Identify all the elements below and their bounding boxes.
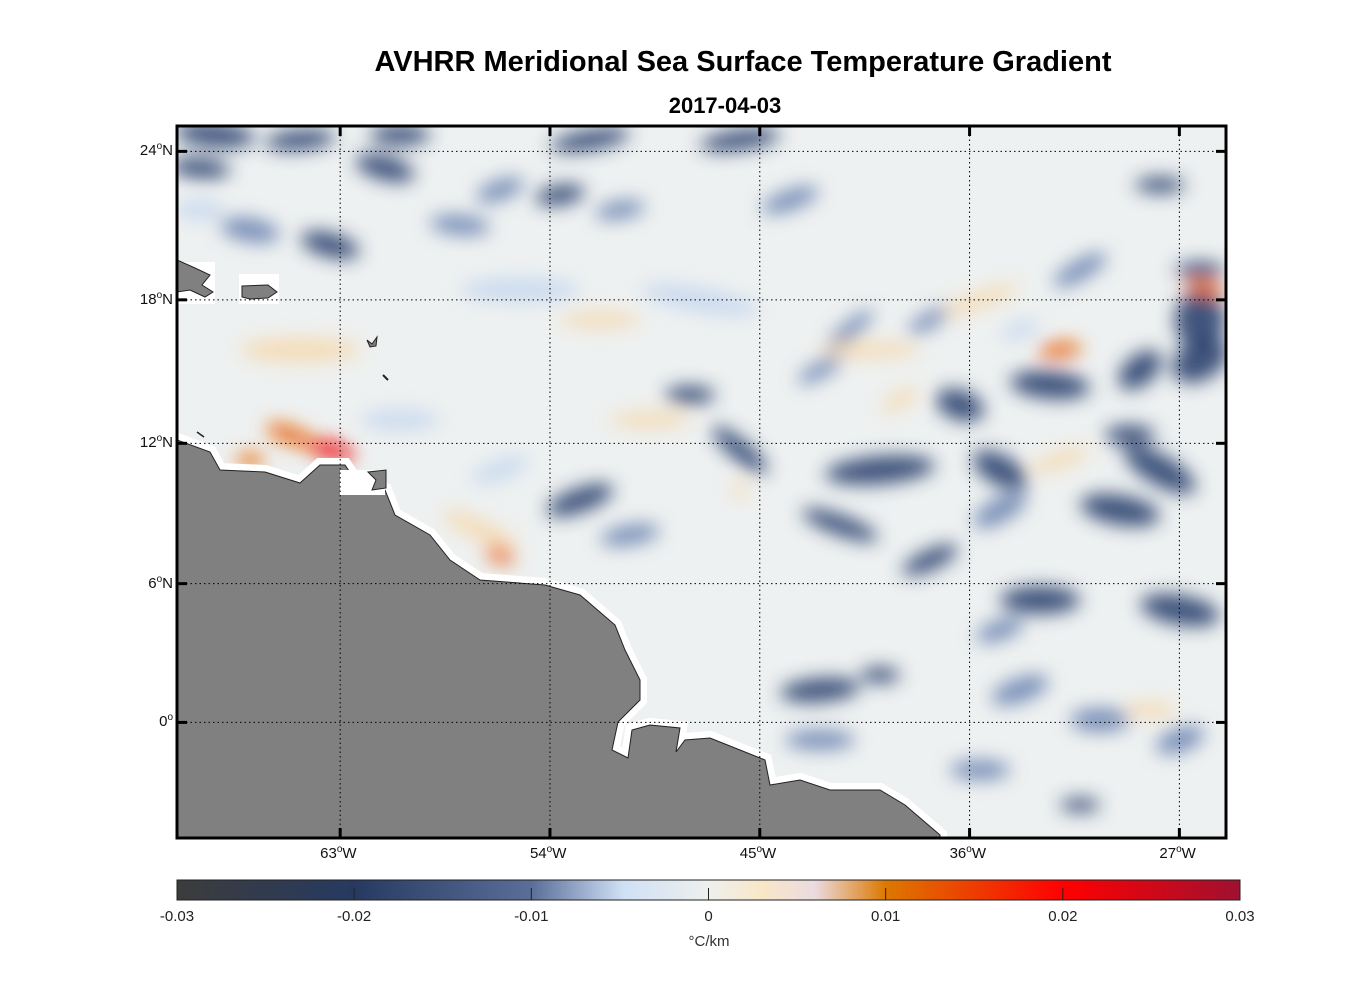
gradient-feature [1070,708,1130,732]
gradient-feature [265,129,335,151]
land-barbados [382,374,389,381]
gradient-feature [1105,425,1155,445]
gradient-feature [1031,447,1089,473]
colorbar-tick-label: -0.02 [337,908,372,925]
lon-tick-label: 54oW [529,844,567,862]
gradient-feature [991,674,1049,706]
colorbar-tick-label: 0 [704,908,713,925]
gradient-feature [220,217,280,243]
gradient-feature [825,455,935,485]
colorbar-unit-label: °C/km [688,933,730,950]
gradient-feature [546,483,614,517]
gradient-feature [1125,702,1175,718]
gradient-feature [665,386,715,404]
gradient-feature [820,342,920,358]
gradient-feature [1010,370,1090,400]
gradient-feature [355,154,415,182]
gradient-feature [1080,493,1160,527]
land-puerto-rico [241,284,278,300]
lat-tick-label: 12oN [139,433,173,452]
gradient-feature [907,305,953,335]
gradient-feature [942,284,1018,316]
gradient-feature [1118,350,1162,390]
land-hispaniola [177,259,214,298]
gradient-feature [802,508,878,542]
gradient-feature [471,456,529,484]
gradient-feature [600,523,660,547]
chart-title: AVHRR Meridional Sea Surface Temperature… [374,46,1112,78]
gradient-feature [266,422,314,448]
gradient-feature [973,491,1027,529]
gradient-feature [950,760,1010,780]
map-frame [175,124,1228,840]
gradient-feature [370,126,430,145]
gradient-feature [535,184,585,206]
gradient-feature [1000,586,1080,614]
gradient-feature [236,453,264,467]
gradient-feature [360,410,440,430]
gradient-feature [476,177,524,203]
gradient-feature [1140,593,1220,627]
gradient-feature [1175,262,1225,278]
lat-tick-label: 24oN [139,141,173,160]
gradient-feature [300,231,360,259]
gradient-feature [610,412,690,428]
sst-gradient-field [177,126,1226,812]
lat-tick-label: 18oN [139,289,173,308]
colorbar-tick-label: 0.03 [1225,908,1255,925]
gradient-feature [550,127,630,153]
gradient-feature [177,126,255,148]
gradient-feature [826,309,874,351]
gradient-feature [1001,319,1039,341]
gradient-feature [1172,337,1226,383]
gradient-feature [1156,725,1204,755]
colorbar-tick-label: -0.01 [514,908,549,925]
graticule [177,126,1226,838]
gradient-feature [485,545,515,565]
gradient-feature [732,482,748,498]
chart-subtitle: 2017-04-03 [668,93,782,118]
lon-tick-label: 45oW [739,844,777,862]
gradient-feature [1060,798,1100,812]
lat-tick-label: 0o [159,712,173,731]
gradient-feature [780,677,860,703]
gradient-feature [443,510,517,550]
gradient-feature [935,388,985,422]
lon-tick-label: 36oW [949,844,986,862]
gradient-feature [1135,177,1185,193]
colorbar-tick-label: -0.03 [159,908,195,925]
gradient-feature [882,387,918,413]
gradient-feature [430,214,490,236]
gradient-feature [240,338,360,362]
gradient-feature [460,278,580,302]
gradient-feature [177,157,230,179]
gradient-feature [305,439,355,461]
gradient-feature [595,200,645,220]
land-guadeloupe [366,335,378,348]
gradient-feature [560,312,640,328]
gradient-feature [177,200,225,220]
gradient-feature [761,186,819,214]
gradient-feature [1175,290,1225,350]
lat-tick-label: 6oN [148,573,173,592]
colorbar-tick-label: 0.01 [871,908,901,925]
gradient-feature [976,617,1024,643]
lon-tick-label: 27oW [1159,844,1196,862]
gradient-feature [902,544,958,576]
gradient-feature [1053,252,1107,288]
gradient-feature [797,355,843,385]
gradient-feature [972,450,1028,490]
gradient-feature [860,667,900,683]
land-trinidad [366,469,387,491]
gradient-feature [785,730,855,750]
gradient-feature [712,426,768,474]
lon-tick-label: 63oW [320,844,357,862]
gradient-feature [1185,279,1225,297]
colorbar-tick-label: 0.02 [1048,908,1078,925]
gradient-feature [1038,341,1082,359]
land-grenada [196,431,205,438]
gradient-feature [1124,446,1196,494]
